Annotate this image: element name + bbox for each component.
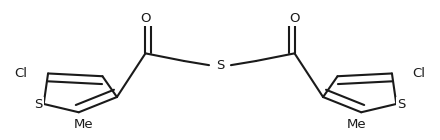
Text: S: S	[34, 98, 43, 111]
Text: Cl: Cl	[15, 67, 27, 80]
Text: O: O	[140, 11, 150, 24]
Text: Cl: Cl	[413, 67, 425, 80]
Text: Me: Me	[347, 118, 367, 131]
Text: Me: Me	[73, 118, 93, 131]
Text: S: S	[397, 98, 406, 111]
Text: O: O	[290, 11, 300, 24]
Text: S: S	[216, 59, 224, 72]
